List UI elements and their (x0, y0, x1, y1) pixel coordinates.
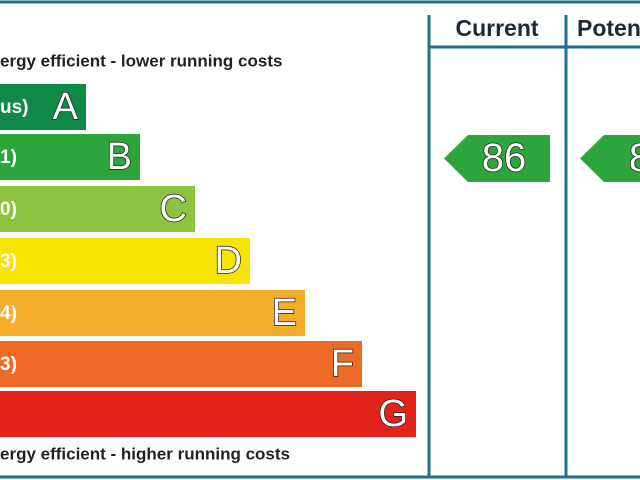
band-letter: E (272, 292, 297, 334)
band-range: 4) (0, 303, 17, 324)
band-range: 3) (0, 251, 17, 272)
band-bar (0, 238, 250, 284)
band-bar (0, 134, 140, 180)
bands: us) A 1) B 0) C 3) D 4) E 3) FG (0, 84, 416, 437)
bottom-note: ergy efficient - higher running costs (0, 444, 290, 463)
band-bar (0, 84, 86, 130)
ratings: 86 8 (444, 135, 640, 182)
band-bar (0, 186, 195, 232)
rating-arrow (444, 135, 550, 182)
rating-value: 86 (482, 136, 527, 180)
band-bar (0, 341, 362, 387)
band-bar (0, 290, 305, 336)
rating-arrow (580, 135, 640, 182)
band-letter: G (378, 393, 408, 435)
band-range: 3) (0, 354, 17, 375)
band-letter: B (107, 136, 132, 178)
band-range: 1) (0, 147, 17, 168)
top-note: ergy efficient - lower running costs (0, 51, 282, 70)
band-letter: A (53, 86, 79, 128)
band-letter: D (215, 240, 242, 282)
band-range: 0) (0, 199, 17, 220)
column-header: Poten (577, 15, 640, 41)
band-bar (0, 391, 416, 437)
band-range: us) (0, 97, 29, 118)
band-letter: C (160, 188, 187, 230)
band-letter: F (331, 343, 354, 385)
column-header: Current (455, 15, 538, 41)
rating-value: 8 (629, 136, 640, 180)
